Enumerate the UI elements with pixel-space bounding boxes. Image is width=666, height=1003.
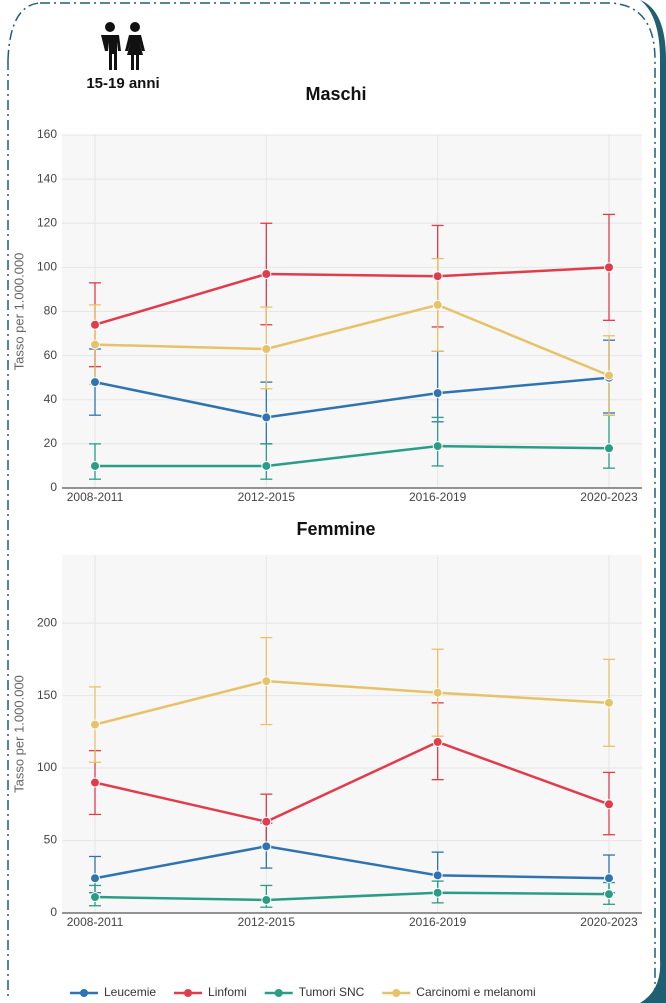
data-point — [90, 339, 100, 350]
y-axis-title: Tasso per 1.000.000 — [11, 675, 26, 793]
data-point — [261, 894, 272, 905]
y-axis-title: Tasso per 1.000.000 — [11, 253, 26, 371]
series-line — [94, 376, 610, 419]
legend: Leucemie Linfomi Tumori SNC Carcinomi e mel… — [70, 985, 536, 999]
series-line — [94, 740, 610, 824]
frame — [7, 2, 41, 1000]
people-icon — [101, 22, 145, 70]
data-point — [90, 319, 100, 330]
x-tick-label: 2020-2023 — [580, 915, 638, 929]
chart-title: Maschi — [305, 84, 366, 104]
y-tick-label: 80 — [44, 304, 58, 318]
x-tick-label: 2008-2011 — [67, 490, 124, 504]
legend-label: Linfomi — [208, 985, 247, 999]
legend-marker — [392, 989, 401, 997]
series-line — [94, 845, 610, 880]
data-point — [90, 892, 100, 903]
data-point — [432, 299, 443, 310]
legend-item: Tumori SNC — [264, 985, 365, 999]
legend-marker — [80, 989, 88, 997]
data-point — [90, 873, 100, 884]
x-tick-label: 2016-2019 — [409, 490, 467, 504]
y-tick-label: 100 — [37, 260, 57, 274]
y-tick-label: 140 — [37, 171, 57, 185]
series-line — [94, 679, 610, 726]
y-tick-label: 100 — [37, 760, 57, 774]
data-point — [432, 388, 443, 399]
data-point — [90, 777, 100, 788]
y-tick-label: 40 — [44, 392, 58, 406]
data-point — [432, 736, 443, 747]
y-tick-label: 0 — [50, 480, 57, 494]
data-point — [432, 441, 443, 452]
data-point — [604, 889, 614, 900]
frame-accent — [640, 0, 666, 1003]
data-point — [604, 262, 614, 273]
legend-item: Carcinomi e melanomi — [382, 985, 536, 999]
data-point — [90, 377, 100, 388]
series-line — [94, 891, 610, 902]
data-point — [604, 873, 614, 884]
y-tick-label: 50 — [44, 833, 58, 847]
data-point — [604, 697, 614, 708]
series-line — [94, 266, 610, 326]
legend-item: Linfomi — [174, 985, 247, 999]
x-tick-label: 2012-2015 — [238, 490, 296, 504]
y-tick-label: 160 — [37, 127, 57, 141]
legend-label: Carcinomi e melanomi — [416, 985, 535, 999]
y-tick-label: 60 — [44, 348, 58, 362]
data-point — [261, 412, 272, 423]
age-label: 15-19 anni — [86, 75, 159, 92]
data-point — [261, 344, 272, 355]
data-point — [261, 676, 272, 687]
data-point — [604, 443, 614, 454]
data-point — [90, 460, 100, 471]
y-tick-label: 120 — [37, 215, 57, 229]
legend-marker — [274, 989, 283, 997]
data-point — [261, 268, 272, 279]
x-tick-label: 2016-2019 — [409, 915, 467, 929]
data-point — [90, 719, 100, 730]
y-tick-label: 200 — [37, 615, 57, 629]
series-line — [94, 303, 610, 377]
data-point — [261, 816, 272, 827]
data-point — [604, 799, 614, 810]
y-tick-label: 150 — [37, 688, 57, 702]
legend-label: Tumori SNC — [299, 985, 365, 999]
legend-label: Leucemie — [104, 985, 156, 999]
x-tick-label: 2020-2023 — [580, 490, 638, 504]
data-point — [432, 887, 443, 898]
y-tick-label: 20 — [44, 436, 58, 450]
data-point — [604, 370, 614, 381]
data-point — [432, 870, 443, 881]
plot-background — [62, 555, 642, 913]
x-tick-label: 2012-2015 — [238, 915, 296, 929]
legend-marker — [184, 989, 193, 997]
chart-title: Femmine — [296, 519, 375, 539]
data-point — [261, 841, 272, 852]
x-tick-label: 2008-2011 — [67, 915, 124, 929]
data-point — [432, 687, 443, 698]
y-tick-label: 0 — [50, 905, 57, 919]
series-line — [95, 444, 610, 468]
data-point — [432, 271, 443, 282]
legend-item: Leucemie — [70, 985, 156, 999]
data-point — [261, 460, 272, 471]
frame — [40, 2, 656, 1000]
